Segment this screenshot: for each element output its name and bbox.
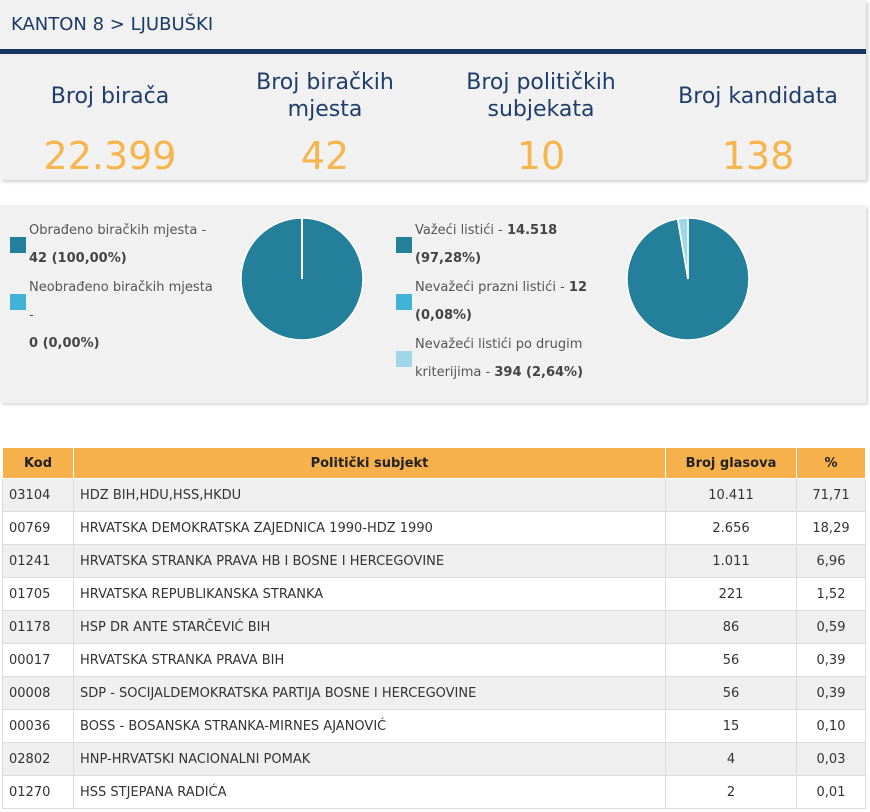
legend-label: Nevažeći listići po drugim: [415, 337, 583, 352]
stat-value: 22.399: [43, 134, 177, 178]
table-row: 00008 SDP - SOCIJALDEMOKRATSKA PARTIJA BO…: [2, 676, 866, 710]
stats-panel: KANTON 8 > LJUBUŠKI Broj birača 22.399 B…: [0, 0, 866, 180]
cell-percent: 1,52: [796, 577, 866, 611]
cell-votes: 10.411: [665, 478, 797, 512]
cell-votes: 56: [665, 676, 797, 710]
column-header-votes[interactable]: Broj glasova: [665, 447, 797, 479]
cell-votes: 221: [665, 577, 797, 611]
legend-label: Neobrađeno biračkih mjesta -: [29, 280, 213, 323]
stat-label: Broj političkih subjekata: [466, 70, 616, 122]
legend-blank: Nevažeći prazni listići - 12 (0,08%): [415, 274, 605, 330]
cell-party: HRVATSKA STRANKA PRAVA HB I BOSNE I HERC…: [73, 544, 666, 578]
cell-party: SDP - SOCIJALDEMOKRATSKA PARTIJA BOSNE I…: [73, 676, 666, 710]
legend-processed: Obrađeno biračkih mjesta - 42 (100,00%): [29, 217, 219, 273]
cell-votes: 86: [665, 610, 797, 644]
cell-percent: 0,39: [796, 676, 866, 710]
cell-percent: 71,71: [796, 478, 866, 512]
table-row: 01270 HSS STJEPANA RADIĆA 2 0,01: [2, 775, 866, 809]
column-header-code[interactable]: Kod: [2, 447, 74, 479]
column-header-party[interactable]: Politički subjekt: [73, 447, 666, 479]
cell-percent: 0,03: [796, 742, 866, 776]
legend-count: 14.518: [507, 223, 558, 238]
cell-code: 02802: [2, 742, 74, 776]
legend-count: 12: [568, 280, 587, 295]
cell-party: BOSS - BOSANSKA STRANKA-MIRNES AJANOVIĆ: [73, 709, 666, 743]
pie-slice-other: [677, 217, 689, 280]
cell-code: 01270: [2, 775, 74, 809]
table-row: 03104 HDZ BIH,HDU,HSS,HKDU 10.411 71,71: [2, 478, 866, 512]
cell-percent: 6,96: [796, 544, 866, 578]
legend-swatch-other: [396, 351, 412, 367]
legend-value: 394 (2,64%): [494, 365, 584, 380]
cell-party: HNP-HRVATSKI NACIONALNI POMAK: [73, 742, 666, 776]
table-row: 00769 HRVATSKA DEMOKRATSKA ZAJEDNICA 1990…: [2, 511, 866, 545]
legend-value: 0 (0,00%): [29, 336, 100, 351]
cell-party: HRVATSKA REPUBLIKANSKA STRANKA: [73, 577, 666, 611]
legend-swatch-blank: [396, 294, 412, 310]
cell-code: 01705: [2, 577, 74, 611]
table-header-row: Kod Politički subjekt Broj glasova %: [2, 447, 866, 479]
cell-code: 01241: [2, 544, 74, 578]
legend-swatch-processed: [10, 237, 26, 253]
column-header-percent[interactable]: %: [796, 447, 866, 479]
cell-votes: 56: [665, 643, 797, 677]
summary-panel: Obrađeno biračkih mjesta - 42 (100,00%) …: [0, 205, 866, 403]
cell-party: HRVATSKA DEMOKRATSKA ZAJEDNICA 1990-HDZ …: [73, 511, 666, 545]
table-row: 01241 HRVATSKA STRANKA PRAVA HB I BOSNE I…: [2, 544, 866, 578]
cell-votes: 1.011: [665, 544, 797, 578]
table-row: 01705 HRVATSKA REPUBLIKANSKA STRANKA 221 1,…: [2, 577, 866, 611]
cell-code: 00008: [2, 676, 74, 710]
cell-votes: 15: [665, 709, 797, 743]
table-body: 03104 HDZ BIH,HDU,HSS,HKDU 10.411 71,71 0076…: [2, 478, 866, 809]
stat-label: Broj kandidata: [678, 83, 838, 109]
legend-label: kriterijima -: [415, 365, 491, 380]
cell-votes: 2.656: [665, 511, 797, 545]
cell-party: HSP DR ANTE STARČEVIĆ BIH: [73, 610, 666, 644]
cell-party: HRVATSKA STRANKA PRAVA BIH: [73, 643, 666, 677]
table-row: 00036 BOSS - BOSANSKA STRANKA-MIRNES AJAN…: [2, 709, 866, 743]
polling-stations-pie-chart: [240, 217, 364, 341]
stat-political-subjects: Broj političkih subjekata 10: [431, 64, 651, 178]
legend-swatch-valid: [396, 237, 412, 253]
legend-swatch-unprocessed: [10, 294, 26, 310]
legend-valid: Važeći listići - 14.518 (97,28%): [415, 217, 605, 273]
table-row: 02802 HNP-HRVATSKI NACIONALNI POMAK 4 0,03: [2, 742, 866, 776]
stat-value: 10: [516, 134, 566, 178]
cell-code: 01178: [2, 610, 74, 644]
cell-percent: 0,59: [796, 610, 866, 644]
breadcrumb[interactable]: KANTON 8 > LJUBUŠKI: [11, 14, 214, 35]
stat-candidates: Broj kandidata 138: [648, 64, 868, 179]
legend-percent: (97,28%): [415, 251, 482, 266]
cell-code: 00036: [2, 709, 74, 743]
stat-polling-stations: Broj biračkih mjesta 42: [215, 64, 435, 178]
stat-value: 42: [300, 134, 350, 178]
cell-percent: 0,01: [796, 775, 866, 809]
stat-label: Broj birača: [50, 83, 170, 109]
cell-percent: 18,29: [796, 511, 866, 545]
legend-label: Važeći listići -: [415, 223, 503, 238]
cell-code: 00769: [2, 511, 74, 545]
ballots-pie-chart: [626, 217, 750, 341]
header-divider: [0, 49, 866, 54]
table-row: 00017 HRVATSKA STRANKA PRAVA BIH 56 0,39: [2, 643, 866, 677]
stat-value: 138: [721, 134, 795, 178]
results-table: Kod Politički subjekt Broj glasova % 031…: [2, 447, 866, 809]
legend-value: 42 (100,00%): [29, 251, 127, 266]
legend-label: Nevažeći prazni listići -: [415, 280, 565, 295]
cell-percent: 0,39: [796, 643, 866, 677]
cell-percent: 0,10: [796, 709, 866, 743]
legend-label: Obrađeno biračkih mjesta -: [29, 223, 207, 238]
table-row: 01178 HSP DR ANTE STARČEVIĆ BIH 86 0,59: [2, 610, 866, 644]
legend-other: Nevažeći listići po drugim kriterijima -…: [415, 331, 615, 387]
stat-label: Broj biračkih mjesta: [256, 70, 394, 122]
legend-unprocessed: Neobrađeno biračkih mjesta - 0 (0,00%): [29, 274, 219, 358]
cell-votes: 4: [665, 742, 797, 776]
stat-voters: Broj birača 22.399: [0, 64, 220, 179]
cell-code: 03104: [2, 478, 74, 512]
cell-party: HSS STJEPANA RADIĆA: [73, 775, 666, 809]
cell-votes: 2: [665, 775, 797, 809]
cell-code: 00017: [2, 643, 74, 677]
legend-percent: (0,08%): [415, 308, 472, 323]
cell-party: HDZ BIH,HDU,HSS,HKDU: [73, 478, 666, 512]
